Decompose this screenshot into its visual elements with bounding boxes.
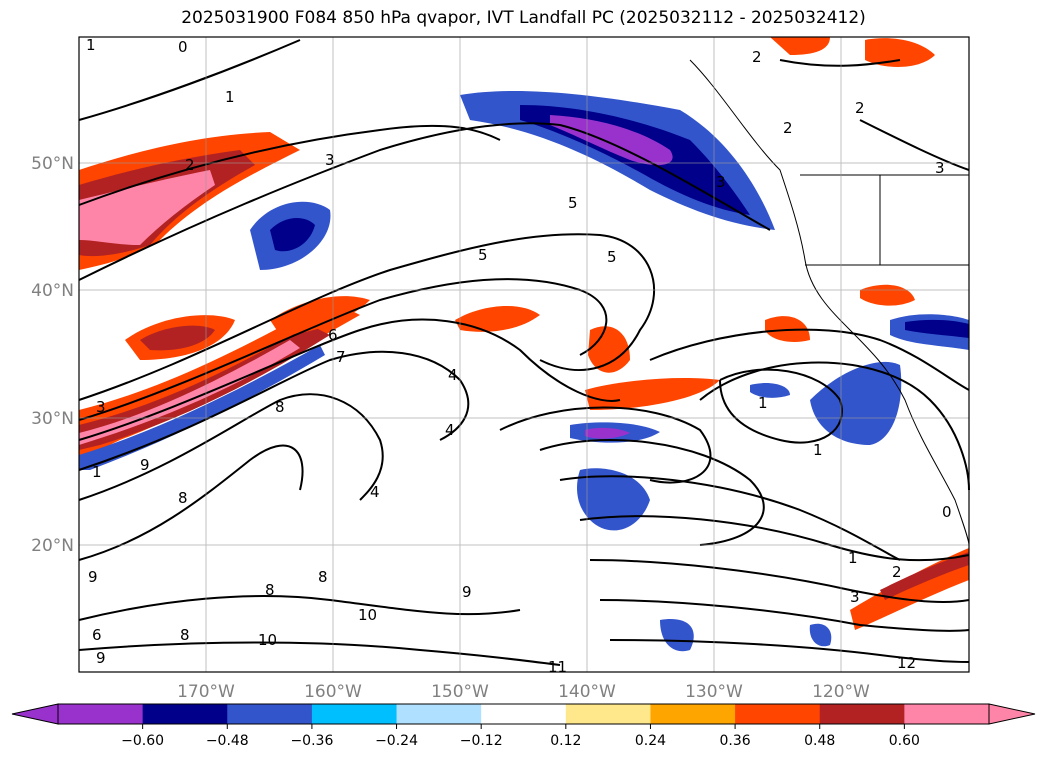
contour-label: 10 [258,631,277,649]
colorbar-tick-label: 0.60 [889,733,920,749]
map-title: 2025031900 F084 850 hPa qvapor, IVT Land… [181,8,866,28]
colorbar-segment [565,704,651,724]
contour-label: 5 [607,248,617,266]
lat-label-20n: 20°N [31,536,74,556]
contour-label: 9 [462,583,472,601]
contour-label: 3 [96,398,106,416]
contour-label: 3 [716,173,726,191]
contour-label: 8 [265,581,275,599]
contour-label: 4 [448,366,458,384]
contour-label: 7 [336,348,346,366]
contour-label: 2 [783,119,793,137]
contour-label: 4 [445,421,455,439]
colorbar-extend-max [988,703,1036,725]
map-frame [78,36,970,673]
contour-label: 10 [358,606,377,624]
colorbar-segment [227,704,313,724]
contour-label: 9 [96,649,106,667]
colorbar-segment [481,704,567,724]
contour-label: 1 [848,549,858,567]
colorbar-tick-label: 0.36 [720,733,751,749]
contour-labels: 1 0 1 2 3 5 5 5 6 7 4 4 4 8 9 8 1 3 9 8 … [86,36,952,676]
contour-label: 2 [752,48,762,66]
contour-label: 3 [850,588,860,606]
contour-label: 8 [178,489,188,507]
graticule [79,37,969,672]
colorbar-segment [142,704,228,724]
lat-label-50n: 50°N [31,154,74,174]
lon-label-160w: 160°W [304,682,362,702]
colorbar-frame [57,703,990,725]
contour-label: 9 [140,456,150,474]
contour-label: 1 [813,441,823,459]
colorbar-tick-label: −0.24 [375,733,418,749]
contour-label: 2 [892,563,902,581]
colorbar-segment [58,704,144,724]
colorbar-tick-label: −0.60 [121,733,164,749]
colorbar-tick-label: 0.12 [550,733,581,749]
contour-label: 8 [275,398,285,416]
colorbar: −0.60 −0.48 −0.36 −0.24 −0.12 0.12 0.24 0.36 0.4… [11,703,1036,749]
contour-label: 2 [855,99,865,117]
colorbar-segment [819,704,905,724]
colorbar-tick-label: −0.48 [206,733,249,749]
colorbar-segment [311,704,398,724]
contour-label: 8 [180,626,190,644]
contour-label: 11 [548,658,567,676]
contour-label: 4 [370,483,380,501]
latitude-labels: 50°N 40°N 30°N 20°N [31,154,74,556]
colorbar-tick-label: −0.36 [290,733,333,749]
colorbar-tick-label: 0.48 [804,733,835,749]
contour-label: 9 [88,568,98,586]
contour-label: 3 [325,151,335,169]
contour-label: 8 [318,568,328,586]
lon-label-120w: 120°W [812,682,870,702]
lon-label-130w: 130°W [685,682,743,702]
lon-label-140w: 140°W [558,682,616,702]
colorbar-segment [735,704,821,724]
contour-label: 1 [758,394,768,412]
lon-label-150w: 150°W [431,682,489,702]
contour-label: 1 [225,88,235,106]
contour-label: 6 [328,326,338,344]
lon-label-170w: 170°W [177,682,235,702]
lat-label-40n: 40°N [31,281,74,301]
contour-label: 1 [86,36,96,54]
longitude-labels: 170°W 160°W 150°W 140°W 130°W 120°W [177,682,870,702]
contour-label: 2 [185,156,195,174]
contour-label: 5 [478,246,488,264]
colorbar-extend-min [11,703,59,725]
colorbar-tick-label: 0.24 [635,733,666,749]
contour-label: 12 [897,654,916,672]
colorbar-segment [650,704,736,724]
contour-label: 0 [178,38,188,56]
contour-label: 3 [935,159,945,177]
contour-label: 5 [568,194,578,212]
contour-label: 0 [942,503,952,521]
colorbar-segment [396,704,482,724]
lat-label-30n: 30°N [31,409,74,429]
colorbar-segment [904,704,990,724]
contour-label: 6 [92,626,102,644]
contour-label: 1 [92,463,102,481]
colorbar-tick-label: −0.12 [460,733,503,749]
